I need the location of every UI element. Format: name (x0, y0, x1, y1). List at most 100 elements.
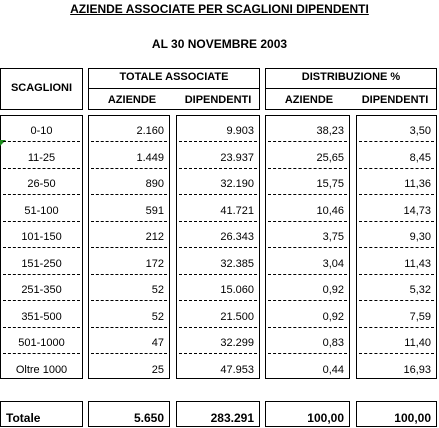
header-totale-aziende: AZIENDE (107, 94, 157, 106)
row-separator (3, 220, 80, 222)
table-cell-dipendenti: 41.721 (220, 204, 254, 217)
table-cell-dist-dipendenti: 11,36 (404, 178, 431, 190)
total-dipendenti: 283.291 (210, 411, 254, 425)
body-totale-dipendenti-column (176, 115, 260, 379)
table-cell-dist-dipendenti: 11,43 (404, 257, 431, 270)
table-cell-dist-aziende: 0,83 (322, 337, 344, 349)
report-title: AZIENDE ASSOCIATE PER SCAGLIONI DIPENDEN… (70, 2, 369, 16)
row-separator (268, 273, 347, 275)
total-dist-aziende-box (265, 401, 350, 427)
row-separator (3, 353, 80, 354)
total-dist-dipendenti-box (356, 401, 437, 427)
row-separator (268, 353, 347, 354)
row-separator (268, 167, 347, 169)
header-scaglioni-box (0, 68, 83, 110)
header-dist-aziende: AZIENDE (284, 94, 334, 106)
table-cell-dist-dipendenti: 5,32 (409, 284, 431, 296)
row-separator (359, 220, 434, 222)
row-separator (179, 300, 257, 301)
table-cell-dipendenti: 21.500 (220, 310, 254, 323)
row-separator (268, 220, 347, 222)
total-aziende-box (88, 401, 170, 427)
header-totale-box (88, 68, 260, 110)
row-separator (179, 247, 257, 248)
header-dist-dipendenti: DIPENDENTI (361, 94, 429, 106)
row-separator (359, 247, 434, 248)
header-distribuzione-box (265, 68, 437, 110)
table-cell-dist-aziende: 3,75 (322, 231, 344, 243)
total-label-box (0, 401, 83, 427)
row-separator (3, 167, 80, 169)
header-scaglioni: SCAGLIONI (10, 82, 73, 94)
row-separator (359, 273, 434, 275)
table-cell-scaglione: 501-1000 (18, 337, 65, 349)
row-separator (179, 167, 257, 169)
row-separator (179, 141, 257, 142)
table-cell-aziende: 591 (145, 204, 164, 217)
row-separator (3, 273, 80, 275)
row-separator (359, 167, 434, 169)
table-cell-aziende: 2.160 (136, 125, 164, 137)
row-separator (3, 194, 80, 195)
table-cell-dist-aziende: 0,44 (322, 363, 344, 376)
row-separator (268, 247, 347, 248)
row-separator (91, 247, 167, 248)
table-cell-dist-aziende: 0,92 (322, 310, 344, 323)
table-cell-dipendenti: 15.060 (220, 284, 254, 296)
total-label: Totale (6, 411, 41, 425)
row-separator (91, 273, 167, 275)
row-separator (3, 300, 80, 301)
table-cell-dipendenti: 47.953 (220, 363, 254, 376)
header-distribuzione-divider (265, 88, 437, 89)
table-cell-aziende: 172 (145, 257, 164, 270)
row-separator (359, 194, 434, 195)
table-cell-scaglione: Oltre 1000 (15, 363, 68, 376)
total-dist-dipendenti: 100,00 (394, 411, 431, 425)
table-cell-dist-dipendenti: 16,93 (403, 363, 431, 376)
row-separator (359, 326, 434, 328)
row-separator (3, 141, 80, 142)
body-totale-aziende-column (88, 115, 170, 379)
table-cell-scaglione: 11-25 (27, 151, 56, 164)
header-totale-dipendenti: DIPENDENTI (184, 94, 252, 106)
cell-comment-marker-icon (0, 140, 6, 146)
body-dist-aziende-column (265, 115, 350, 379)
row-separator (3, 247, 80, 248)
table-cell-aziende: 1.449 (136, 151, 164, 164)
table-cell-dist-dipendenti: 7,59 (409, 310, 431, 323)
table-cell-scaglione: 351-500 (21, 310, 62, 323)
table-cell-dist-dipendenti: 3,50 (409, 125, 431, 137)
table-cell-scaglione: 26-50 (27, 178, 56, 190)
table-cell-aziende: 890 (145, 178, 164, 190)
table-cell-dist-dipendenti: 9,30 (409, 231, 431, 243)
row-separator (179, 194, 257, 195)
table-cell-dist-dipendenti: 8,45 (409, 151, 431, 164)
table-cell-aziende: 52 (151, 284, 164, 296)
table-cell-scaglione: 0-10 (30, 125, 53, 137)
table-cell-dist-aziende: 25,65 (316, 151, 344, 164)
table-cell-scaglione: 51-100 (24, 204, 59, 217)
table-cell-dipendenti: 32.190 (220, 178, 254, 190)
row-separator (91, 353, 167, 354)
table-cell-scaglione: 101-150 (21, 231, 62, 243)
header-totale-associate: TOTALE ASSOCIATE (119, 71, 229, 83)
row-separator (268, 326, 347, 328)
table-cell-dipendenti: 9.903 (226, 125, 254, 137)
body-scaglioni-column (0, 115, 83, 379)
row-separator (268, 141, 347, 142)
row-separator (3, 326, 80, 328)
table-cell-aziende: 212 (145, 231, 164, 243)
table-cell-scaglione: 151-250 (21, 257, 62, 270)
row-separator (91, 300, 167, 301)
header-totale-divider (88, 88, 260, 89)
table-cell-scaglione: 251-350 (21, 284, 62, 296)
row-separator (91, 141, 167, 142)
row-separator (179, 353, 257, 354)
row-separator (268, 300, 347, 301)
report-subtitle: AL 30 NOVEMBRE 2003 (151, 37, 288, 51)
table-cell-aziende: 52 (151, 310, 164, 323)
table-cell-dist-aziende: 15,75 (316, 178, 344, 190)
table-cell-dist-dipendenti: 14,73 (403, 204, 431, 217)
total-aziende: 5.650 (133, 411, 164, 425)
table-cell-dipendenti: 23.937 (220, 151, 254, 164)
